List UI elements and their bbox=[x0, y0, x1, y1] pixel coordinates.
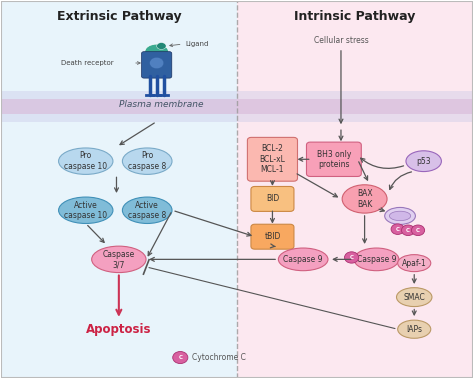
Ellipse shape bbox=[150, 57, 164, 69]
Ellipse shape bbox=[398, 255, 431, 272]
Text: SMAC: SMAC bbox=[403, 293, 425, 302]
FancyBboxPatch shape bbox=[307, 142, 361, 177]
Text: Ligand: Ligand bbox=[185, 41, 209, 47]
Text: BH3 only
proteins: BH3 only proteins bbox=[317, 150, 351, 169]
Text: C: C bbox=[406, 228, 410, 233]
Text: Caspase 9: Caspase 9 bbox=[356, 255, 396, 264]
Ellipse shape bbox=[390, 211, 410, 221]
Text: Death receptor: Death receptor bbox=[62, 60, 114, 66]
Text: BID: BID bbox=[266, 194, 279, 204]
Text: Intrinsic Pathway: Intrinsic Pathway bbox=[294, 10, 416, 23]
Ellipse shape bbox=[122, 148, 172, 174]
Circle shape bbox=[173, 351, 188, 363]
Circle shape bbox=[411, 225, 425, 236]
Text: p53: p53 bbox=[416, 157, 431, 166]
Text: BCL-2
BCL-xL
MCL-1: BCL-2 BCL-xL MCL-1 bbox=[259, 144, 285, 174]
Bar bbox=[0, 91, 474, 122]
Text: Extrinsic Pathway: Extrinsic Pathway bbox=[56, 10, 181, 23]
Ellipse shape bbox=[156, 42, 166, 49]
Ellipse shape bbox=[91, 246, 146, 273]
Ellipse shape bbox=[397, 288, 432, 307]
Ellipse shape bbox=[59, 148, 113, 174]
Text: Pro
caspase 8: Pro caspase 8 bbox=[128, 152, 166, 171]
Ellipse shape bbox=[342, 185, 387, 213]
Text: Active
caspase 8: Active caspase 8 bbox=[128, 200, 166, 220]
Ellipse shape bbox=[354, 248, 399, 271]
Text: Pro
caspase 10: Pro caspase 10 bbox=[64, 152, 107, 171]
Circle shape bbox=[401, 225, 415, 236]
FancyBboxPatch shape bbox=[251, 224, 294, 249]
Text: IAPs: IAPs bbox=[406, 325, 422, 334]
Text: BAX
BAK: BAX BAK bbox=[357, 189, 373, 209]
Ellipse shape bbox=[385, 207, 415, 224]
Text: C: C bbox=[350, 255, 354, 260]
Ellipse shape bbox=[145, 44, 168, 59]
FancyBboxPatch shape bbox=[251, 186, 294, 211]
Circle shape bbox=[391, 224, 404, 235]
FancyBboxPatch shape bbox=[247, 138, 298, 181]
Circle shape bbox=[345, 252, 359, 263]
Text: Apoptosis: Apoptosis bbox=[86, 323, 152, 336]
Text: tBID: tBID bbox=[264, 232, 281, 241]
Text: C: C bbox=[396, 227, 400, 232]
Bar bbox=[0, 1, 237, 378]
Text: Cellular stress: Cellular stress bbox=[314, 36, 368, 45]
Ellipse shape bbox=[398, 320, 431, 338]
Text: Apaf-1: Apaf-1 bbox=[402, 258, 427, 268]
Text: Caspase 9: Caspase 9 bbox=[283, 255, 323, 264]
Text: Caspase
3/7: Caspase 3/7 bbox=[103, 250, 135, 269]
Text: Cytochrome C: Cytochrome C bbox=[192, 353, 246, 362]
Ellipse shape bbox=[59, 197, 113, 224]
Bar bbox=[0, 99, 474, 114]
Text: C: C bbox=[416, 228, 420, 233]
Text: Active
caspase 10: Active caspase 10 bbox=[64, 200, 107, 220]
Bar bbox=[237, 1, 474, 378]
Text: C: C bbox=[178, 355, 182, 360]
Ellipse shape bbox=[406, 151, 441, 172]
Text: Plasma membrane: Plasma membrane bbox=[119, 100, 204, 109]
FancyBboxPatch shape bbox=[142, 52, 172, 78]
Ellipse shape bbox=[278, 248, 328, 271]
Ellipse shape bbox=[122, 197, 172, 224]
